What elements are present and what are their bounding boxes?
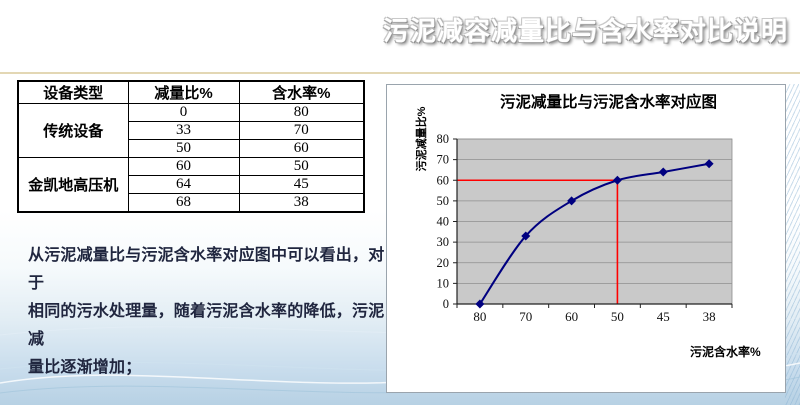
y-tick-label: 30 — [437, 235, 450, 249]
x-tick-label: 38 — [703, 309, 716, 324]
description-text: 从污泥减量比与污泥含水率对应图中可以看出，对于 相同的污水处理量，随着污泥含水率… — [28, 214, 390, 405]
data-point-marker — [567, 196, 577, 206]
data-point-marker — [658, 167, 668, 177]
table-row: 33 70 — [18, 121, 365, 140]
x-tick-label: 60 — [565, 309, 578, 324]
page-title: 污泥减容减量比与含水率对比说明 — [382, 16, 788, 46]
y-tick-label: 0 — [443, 297, 449, 311]
table-header-cell: 减量比% — [127, 80, 240, 104]
table-row: 金凯地高压机 60 50 — [17, 157, 365, 213]
device-type-cell: 金凯地高压机 — [17, 157, 129, 213]
y-tick-label: 60 — [437, 173, 450, 187]
x-tick-label: 70 — [519, 309, 532, 324]
table-cell: 38 — [238, 193, 365, 213]
table-cell: 70 — [238, 121, 365, 140]
device-type-cell: 传统设备 — [17, 103, 129, 158]
y-tick-label: 20 — [437, 256, 450, 270]
data-point-marker — [521, 231, 531, 241]
x-tick-label: 50 — [611, 309, 624, 324]
table-cell: 68 — [127, 193, 240, 213]
table-body: 传统设备 0 80 33 70 50 60 金凯地高压机 60 50 64 45 68 38 — [17, 103, 365, 213]
line-chart-svg: 0 10 20 30 40 50 60 70 80 80 70 60 50 45 38 — [437, 132, 733, 324]
y-tick-label: 70 — [437, 153, 450, 167]
y-tick-label: 10 — [437, 276, 450, 290]
data-point-marker — [704, 159, 714, 169]
divider-line — [0, 72, 800, 74]
equipment-table: 设备类型 减量比% 含水率% 传统设备 0 80 33 70 50 60 金凯地高压机 60 50 64… — [17, 80, 365, 213]
table-row: 50 60 — [18, 139, 365, 158]
table-cell: 50 — [238, 157, 365, 176]
table-cell: 0 — [127, 103, 240, 122]
y-tick-label: 40 — [437, 215, 450, 229]
table-header-cell: 含水率% — [238, 80, 365, 104]
table-cell: 60 — [238, 139, 365, 158]
table-cell: 45 — [238, 175, 365, 194]
x-tick-label: 80 — [473, 309, 486, 324]
x-axis-label: 污泥含水率% — [690, 345, 761, 359]
table-row: 68 38 — [18, 193, 365, 213]
y-tick-label: 50 — [437, 194, 450, 208]
table-header-cell: 设备类型 — [17, 80, 129, 104]
data-point-marker — [612, 175, 622, 185]
table-cell: 64 — [127, 175, 240, 194]
data-point-marker — [475, 299, 485, 309]
table-cell: 50 — [127, 139, 240, 158]
table-row: 传统设备 0 80 — [17, 103, 365, 158]
table-cell: 33 — [127, 121, 240, 140]
description-paragraph-1: 从污泥减量比与污泥含水率对应图中可以看出，对于 相同的污水处理量，随着污泥含水率… — [28, 247, 385, 376]
table-cell: 80 — [238, 103, 365, 122]
table-header-row: 设备类型 减量比% 含水率% — [17, 80, 365, 104]
chart-container: 污泥减量比与污泥含水率对应图 污泥减量比% 污泥含水率% 0 10 20 30 40 50… — [386, 84, 786, 393]
chart-title: 污泥减量比与污泥含水率对应图 — [499, 94, 717, 111]
diagonal-hatch-decoration — [785, 84, 800, 405]
x-tick-label: 45 — [657, 309, 670, 324]
y-tick-label: 80 — [437, 132, 450, 146]
table-cell: 60 — [127, 157, 240, 176]
table-row: 64 45 — [18, 175, 365, 194]
